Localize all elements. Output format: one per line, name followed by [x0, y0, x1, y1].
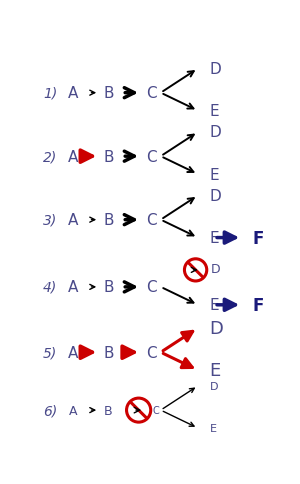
- Text: A: A: [68, 212, 79, 227]
- Text: E: E: [210, 423, 217, 433]
- Text: D: D: [211, 262, 220, 275]
- Text: D: D: [210, 125, 221, 140]
- Text: 5): 5): [43, 346, 57, 360]
- Text: C: C: [146, 345, 157, 360]
- Text: C: C: [146, 150, 157, 165]
- Text: B: B: [103, 280, 114, 295]
- Text: A: A: [68, 280, 79, 295]
- Text: C: C: [153, 405, 160, 415]
- Text: B: B: [103, 86, 114, 101]
- Text: E: E: [210, 104, 219, 119]
- Text: 2): 2): [43, 150, 57, 164]
- Text: E: E: [210, 298, 219, 313]
- Text: D: D: [210, 62, 221, 77]
- Text: E: E: [210, 167, 219, 182]
- Text: 1): 1): [43, 87, 57, 101]
- Text: 6): 6): [43, 403, 57, 417]
- Text: A: A: [68, 150, 79, 165]
- Text: F: F: [253, 229, 264, 247]
- Text: A: A: [69, 404, 78, 417]
- Text: B: B: [103, 150, 114, 165]
- Text: 4): 4): [43, 280, 57, 294]
- Text: F: F: [253, 296, 264, 314]
- Text: D: D: [210, 381, 218, 391]
- Text: C: C: [146, 86, 157, 101]
- Text: B: B: [104, 404, 113, 417]
- Text: 3): 3): [43, 213, 57, 227]
- Text: A: A: [68, 86, 79, 101]
- Text: D: D: [210, 188, 221, 203]
- Text: D: D: [210, 319, 224, 337]
- Text: B: B: [103, 212, 114, 227]
- Text: B: B: [103, 345, 114, 360]
- Text: E: E: [210, 230, 219, 245]
- Text: E: E: [210, 362, 221, 379]
- Text: C: C: [146, 280, 157, 295]
- Text: A: A: [68, 345, 79, 360]
- Text: C: C: [146, 212, 157, 227]
